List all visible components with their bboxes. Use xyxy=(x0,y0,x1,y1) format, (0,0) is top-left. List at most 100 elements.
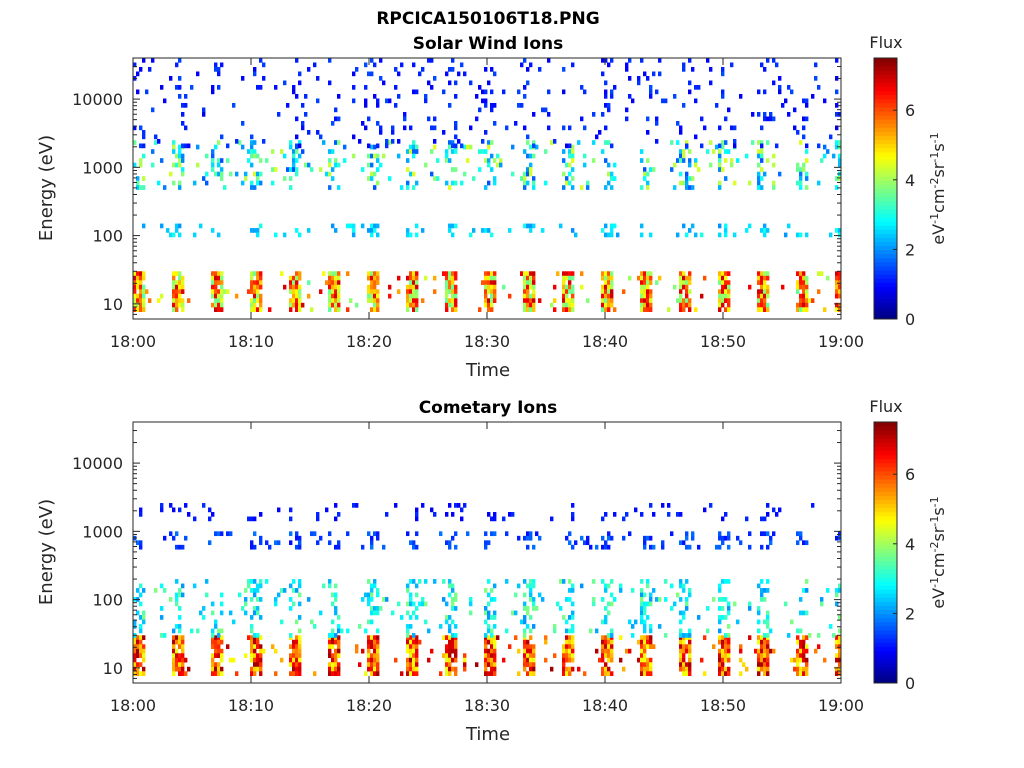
flux-cell xyxy=(259,662,263,667)
flux-cell xyxy=(535,606,539,611)
flux-cell xyxy=(757,293,761,299)
flux-cell xyxy=(529,307,533,312)
flux-cell xyxy=(745,666,749,672)
flux-cell xyxy=(412,280,416,285)
flux-cell xyxy=(376,610,380,616)
flux-cell xyxy=(409,149,413,154)
flux-cell xyxy=(211,601,215,607)
flux-cell xyxy=(244,653,248,658)
flux-cell xyxy=(643,610,647,616)
flux-cell xyxy=(133,162,137,168)
flux-cell xyxy=(343,158,347,163)
flux-cell xyxy=(253,140,257,145)
flux-cell xyxy=(409,540,413,546)
flux-cell xyxy=(682,657,686,663)
flux-cell xyxy=(373,662,377,667)
flux-cell xyxy=(334,289,338,294)
flux-cell xyxy=(526,140,530,145)
flux-cell xyxy=(445,284,449,290)
flux-cell xyxy=(757,271,761,276)
flux-cell xyxy=(553,653,557,658)
flux-cell xyxy=(466,531,470,537)
flux-cell xyxy=(610,185,614,190)
flux-cell xyxy=(358,662,362,667)
flux-cell xyxy=(370,162,374,168)
flux-cell xyxy=(289,653,293,658)
flux-cell xyxy=(649,544,653,550)
flux-cell xyxy=(724,271,728,276)
flux-cell xyxy=(484,671,488,676)
colorbar-step xyxy=(874,475,897,480)
flux-cell xyxy=(370,153,374,159)
colorbar-step xyxy=(874,58,897,63)
flux-cell xyxy=(451,271,455,276)
flux-cell xyxy=(298,635,302,640)
flux-cell xyxy=(487,228,491,233)
flux-cell xyxy=(283,284,287,290)
flux-cell xyxy=(721,653,725,658)
flux-cell xyxy=(172,644,176,649)
colorbar-step xyxy=(874,164,897,169)
flux-cell xyxy=(292,671,296,676)
flux-cell xyxy=(250,144,254,150)
flux-cell xyxy=(217,280,221,285)
flux-cell xyxy=(259,644,263,649)
flux-cell xyxy=(568,666,572,672)
flux-cell xyxy=(667,503,671,508)
flux-cell xyxy=(817,644,821,649)
flux-cell xyxy=(703,507,707,513)
flux-cell xyxy=(334,116,338,122)
flux-cell xyxy=(283,232,287,238)
flux-cell xyxy=(334,140,338,145)
flux-cell xyxy=(811,503,815,508)
flux-cell xyxy=(328,639,332,645)
flux-cell xyxy=(328,185,332,190)
flux-cell xyxy=(802,293,806,299)
flux-cell xyxy=(178,507,182,513)
flux-cell xyxy=(757,635,761,640)
flux-cell xyxy=(247,158,251,163)
flux-cell xyxy=(454,624,458,629)
flux-cell xyxy=(298,143,302,149)
flux-cell xyxy=(295,544,299,550)
colorbar-step xyxy=(874,629,897,635)
flux-cell xyxy=(727,298,731,303)
flux-cell xyxy=(217,639,221,645)
colorbar-step xyxy=(874,552,897,558)
flux-cell xyxy=(670,606,674,611)
flux-cell xyxy=(637,275,641,281)
flux-cell xyxy=(172,666,176,672)
flux-cell xyxy=(685,535,689,541)
flux-cell xyxy=(835,671,839,676)
flux-cell xyxy=(706,606,710,611)
flux-cell xyxy=(685,143,689,149)
colorbar-step xyxy=(874,613,897,619)
flux-cell xyxy=(691,535,695,541)
flux-cell xyxy=(802,280,806,285)
flux-cell xyxy=(454,149,458,154)
flux-cell xyxy=(142,223,146,229)
flux-cell xyxy=(364,62,368,68)
flux-cell xyxy=(505,579,509,584)
flux-cell xyxy=(277,112,281,117)
flux-cell xyxy=(490,232,494,238)
flux-cell xyxy=(538,592,542,598)
flux-cell xyxy=(259,653,263,658)
flux-cell xyxy=(250,579,254,584)
flux-cell xyxy=(136,176,140,181)
flux-cell xyxy=(406,657,410,663)
flux-cell xyxy=(631,633,635,638)
flux-cell xyxy=(331,149,335,154)
flux-cell xyxy=(253,579,257,584)
flux-cell xyxy=(838,531,842,537)
flux-cell xyxy=(361,544,365,550)
flux-cell xyxy=(136,666,140,672)
flux-cell xyxy=(628,648,632,654)
colorbar-tick-label: 0 xyxy=(905,310,915,329)
flux-cell xyxy=(334,653,338,658)
flux-cell xyxy=(646,601,650,607)
flux-cell xyxy=(643,635,647,640)
flux-cell xyxy=(208,540,212,546)
flux-cell xyxy=(718,597,722,602)
flux-cell xyxy=(601,597,605,602)
